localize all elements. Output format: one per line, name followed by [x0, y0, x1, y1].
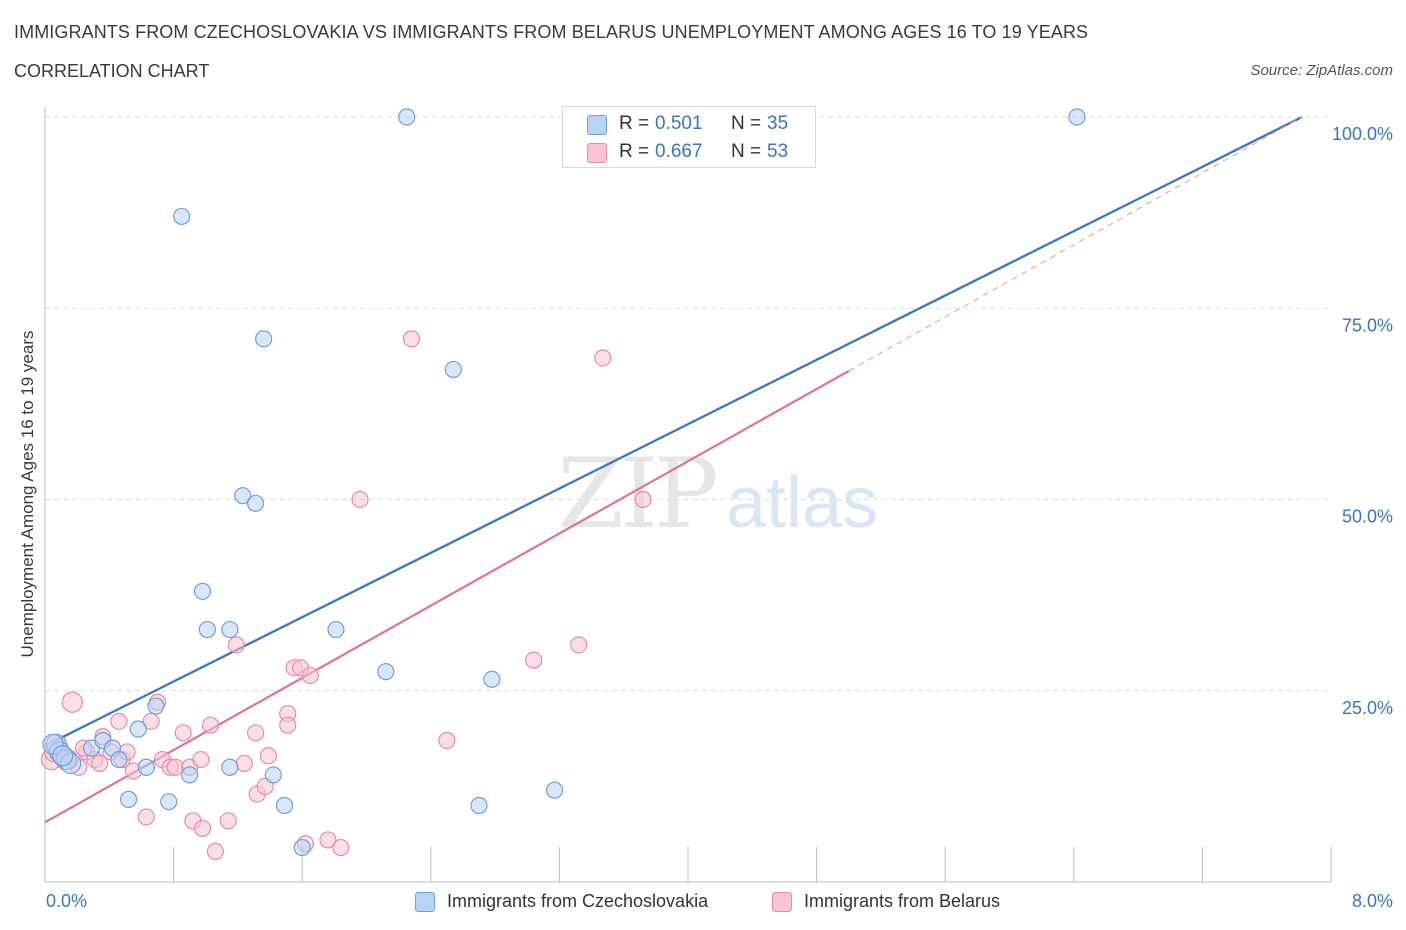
series-label-czechoslovakia: Immigrants from Czechoslovakia	[447, 891, 709, 911]
data-point-czechoslovakia	[110, 750, 128, 769]
data-point-czechoslovakia	[119, 790, 138, 808]
watermark: ZIP atlas	[557, 438, 878, 550]
x-tick-label-max: 8.0%	[1351, 891, 1393, 911]
data-point-belarus	[279, 716, 297, 734]
data-point-belarus	[246, 724, 265, 742]
chart-subtitle: CORRELATION CHART	[14, 61, 210, 81]
gridlines	[45, 116, 1331, 692]
data-point-belarus	[193, 819, 212, 838]
data-point-czechoslovakia	[275, 796, 294, 815]
trend-line-belarus	[44, 370, 850, 824]
data-point-belarus	[61, 691, 83, 713]
trend-line-czechoslovakia	[44, 116, 1303, 747]
series-swatch-belarus	[772, 892, 792, 912]
legend-n-value: 53	[767, 141, 789, 162]
data-point-belarus	[206, 842, 224, 861]
data-point-belarus	[174, 724, 192, 742]
legend-r-value: 0.667	[655, 141, 703, 162]
chart-title: IMMIGRANTS FROM CZECHOSLOVAKIA VS IMMIGR…	[14, 22, 1089, 42]
y-tick-label-1: 50.0%	[1342, 507, 1393, 527]
data-point-czechoslovakia	[221, 620, 239, 639]
series-label-belarus: Immigrants from Belarus	[804, 891, 1001, 911]
data-point-belarus	[166, 758, 184, 776]
trend-lines	[44, 116, 1303, 824]
legend-n-value: 35	[767, 113, 789, 134]
data-point-belarus	[332, 838, 350, 857]
data-point-czechoslovakia	[181, 766, 199, 784]
data-point-belarus	[259, 747, 278, 765]
y-axis-label: Unemployment Among Ages 16 to 19 years	[18, 330, 37, 658]
legend-r-label: R =	[619, 113, 650, 134]
data-point-belarus	[438, 731, 456, 750]
data-point-belarus	[570, 636, 588, 654]
data-point-czechoslovakia	[147, 697, 165, 715]
data-point-czechoslovakia	[255, 330, 273, 348]
legend-r-value: 0.501	[655, 113, 703, 134]
y-tick-label-2: 75.0%	[1342, 315, 1393, 335]
data-point-czechoslovakia	[398, 108, 416, 126]
source-label: Source: ZipAtlas.com	[1250, 62, 1393, 79]
data-point-belarus	[594, 349, 612, 367]
data-point-czechoslovakia	[160, 793, 178, 811]
data-point-belarus	[301, 666, 319, 685]
data-point-czechoslovakia	[377, 663, 395, 681]
watermark-atlas: atlas	[726, 463, 878, 543]
y-tick-labels: 25.0% 50.0% 75.0% 100.0%	[1332, 124, 1393, 718]
data-point-czechoslovakia	[327, 620, 345, 639]
data-point-czechoslovakia	[221, 758, 239, 776]
data-point-belarus	[142, 712, 160, 730]
correlation-legend: R = 0.501 N = 35 R = 0.667 N = 53	[562, 106, 816, 168]
series-swatch-czechoslovakia	[415, 892, 435, 912]
trend-line-belarus-extension	[848, 116, 1303, 372]
data-point-czechoslovakia	[198, 620, 216, 639]
data-point-czechoslovakia	[137, 758, 155, 776]
data-point-czechoslovakia	[52, 745, 74, 767]
legend-n-label: N =	[731, 141, 762, 162]
data-point-czechoslovakia	[129, 720, 147, 738]
y-tick-label-0: 25.0%	[1342, 698, 1393, 718]
data-point-belarus	[110, 712, 128, 730]
data-point-belarus	[227, 636, 245, 654]
data-point-belarus	[351, 490, 369, 509]
data-point-belarus	[319, 831, 337, 849]
data-point-belarus	[91, 754, 109, 773]
data-point-czechoslovakia	[293, 838, 311, 857]
y-tick-label-3: 100.0%	[1332, 124, 1393, 144]
data-point-czechoslovakia	[545, 781, 564, 799]
data-point-czechoslovakia	[173, 207, 191, 226]
x-tick-label-min: 0.0%	[46, 891, 88, 911]
data-point-belarus	[219, 812, 237, 830]
data-point-belarus	[525, 651, 543, 669]
data-point-belarus	[192, 750, 210, 769]
data-point-belarus	[402, 330, 421, 348]
legend-n-label: N =	[731, 113, 762, 134]
data-point-czechoslovakia	[264, 766, 282, 784]
data-point-czechoslovakia	[483, 670, 501, 688]
data-point-czechoslovakia	[1068, 108, 1086, 126]
legend-r-label: R =	[619, 141, 650, 162]
data-point-belarus	[634, 490, 652, 509]
data-point-belarus	[137, 808, 155, 826]
data-point-czechoslovakia	[470, 796, 488, 815]
data-point-czechoslovakia	[193, 582, 212, 600]
legend-swatch-belarus	[587, 143, 607, 163]
data-point-belarus	[235, 754, 253, 773]
data-point-czechoslovakia	[246, 494, 265, 512]
legend-swatch-czechoslovakia	[587, 115, 607, 135]
data-point-czechoslovakia	[444, 360, 462, 379]
data-point-czechoslovakia	[234, 487, 252, 505]
data-point-belarus	[201, 716, 220, 734]
